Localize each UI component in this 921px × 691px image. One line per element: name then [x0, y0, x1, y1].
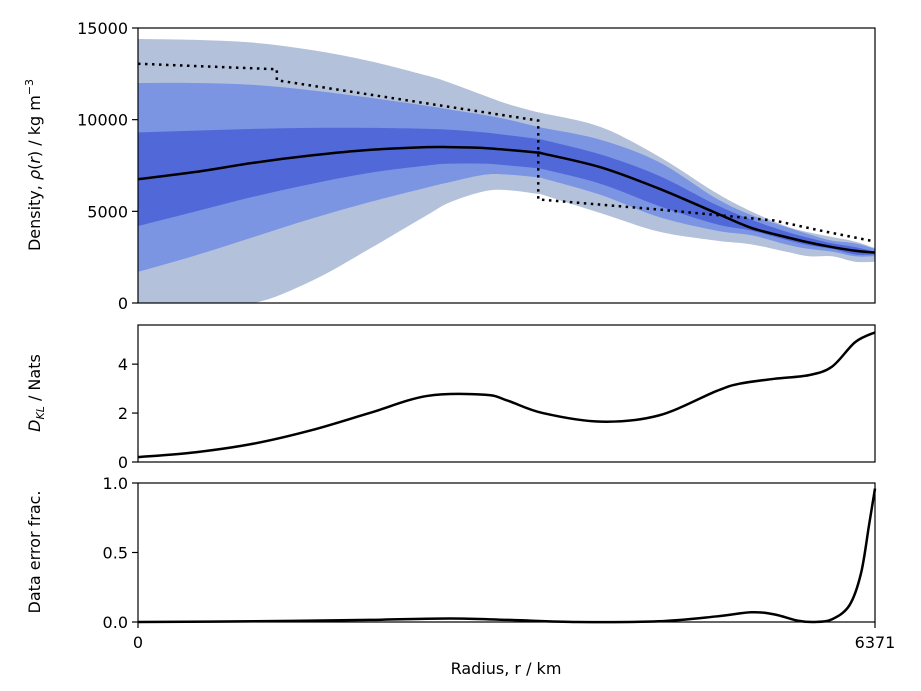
error-axes-frame: [137, 482, 876, 623]
reference-model-line: [137, 62, 876, 243]
density-ytick-label: 15000: [77, 19, 128, 38]
density-y-ticks: 0 5000 10000 15000: [77, 19, 138, 313]
error-y-ticks: 0.0 0.5 1.0: [103, 474, 138, 632]
error-ytick-label: 0.5: [103, 544, 128, 563]
x-ticks: 0 6371: [133, 622, 895, 652]
band-inner: [138, 127, 875, 255]
xtick-label: 0: [133, 633, 143, 652]
dkl-ytick-label: 0: [118, 453, 128, 472]
density-ytick-label: 0: [118, 294, 128, 313]
density-panel: 0 5000 10000 15000 Density, ρ(r) / kg m−3: [23, 19, 876, 313]
error-ytick-label: 1.0: [103, 474, 128, 493]
density-ytick-label: 10000: [77, 111, 128, 130]
dkl-axes-frame: [137, 324, 876, 463]
density-ylabel: Density, ρ(r) / kg m−3: [23, 79, 44, 251]
x-axis-label: Radius, r / km: [451, 659, 562, 678]
density-ytick-label: 5000: [87, 202, 128, 221]
dkl-ytick-label: 4: [118, 355, 128, 374]
xtick-label: 6371: [855, 633, 896, 652]
dkl-ytick-label: 2: [118, 404, 128, 423]
dkl-line: [137, 331, 876, 459]
dkl-panel: 0 2 4 DKL / Nats: [25, 324, 876, 472]
mean-density-line: [137, 145, 876, 254]
uncertainty-bands: [138, 39, 875, 303]
data-error-line: [137, 488, 877, 624]
error-panel: 0.0 0.5 1.0 0 6371 Data error frac. Radius,…: [25, 474, 895, 678]
dkl-y-ticks: 0 2 4: [118, 355, 138, 472]
density-axes-frame: [137, 27, 876, 304]
error-ylabel: Data error frac.: [25, 490, 44, 613]
dkl-ylabel: DKL / Nats: [25, 354, 47, 432]
error-ytick-label: 0.0: [103, 613, 128, 632]
